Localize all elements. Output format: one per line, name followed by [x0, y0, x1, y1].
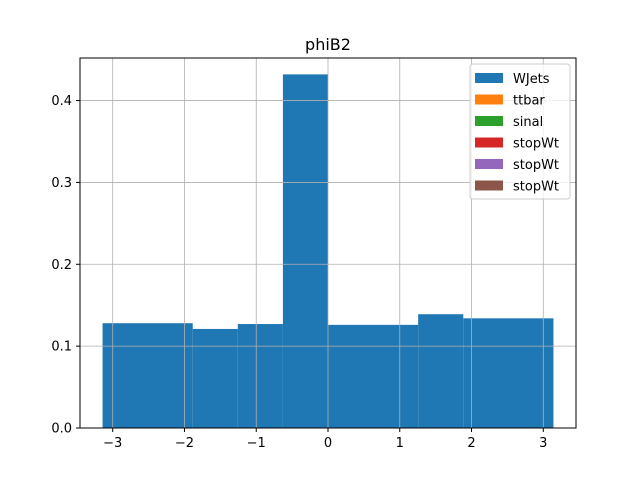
x-tick-label: −2 — [175, 436, 194, 451]
legend-swatch — [475, 94, 503, 105]
x-tick-label: 1 — [396, 436, 404, 451]
y-tick-label: 0.2 — [51, 258, 72, 273]
histogram-bar — [192, 328, 238, 428]
x-tick-label: 2 — [467, 436, 475, 451]
legend-label: sinal — [513, 115, 543, 130]
histogram-bar — [463, 318, 554, 428]
histogram-bar — [328, 324, 419, 428]
legend-swatch — [475, 159, 503, 169]
y-tick-label: 0.1 — [51, 340, 72, 355]
legend-label: stopWt — [513, 158, 559, 173]
legend-label: stopWt — [513, 137, 559, 152]
histogram-bar — [237, 324, 283, 428]
legend-label: WJets — [513, 72, 550, 87]
y-tick-label: 0.4 — [51, 94, 72, 109]
y-tick-label: 0.3 — [51, 176, 72, 191]
chart-title: phiB2 — [305, 35, 351, 54]
x-tick-label: −1 — [247, 436, 266, 451]
legend-swatch — [475, 180, 503, 191]
legend-swatch — [475, 116, 503, 126]
legend-swatch — [475, 73, 503, 83]
histogram-bar — [102, 323, 193, 428]
histogram-bar — [418, 314, 464, 428]
legend-swatch — [475, 137, 503, 148]
legend-label: ttbar — [513, 94, 545, 109]
plot-area: −3 −2 −1 0 1 2 3 0.0 0.1 0.2 0.3 0.4 WJets ttbar sinal… — [51, 57, 577, 451]
x-tick-label: 3 — [539, 436, 547, 451]
histogram-bar — [282, 74, 328, 429]
x-tick-label: 0 — [324, 436, 332, 451]
legend-label: stopWt — [513, 180, 559, 195]
y-tick-label: 0.0 — [51, 422, 72, 437]
x-tick-label: −3 — [103, 436, 122, 451]
